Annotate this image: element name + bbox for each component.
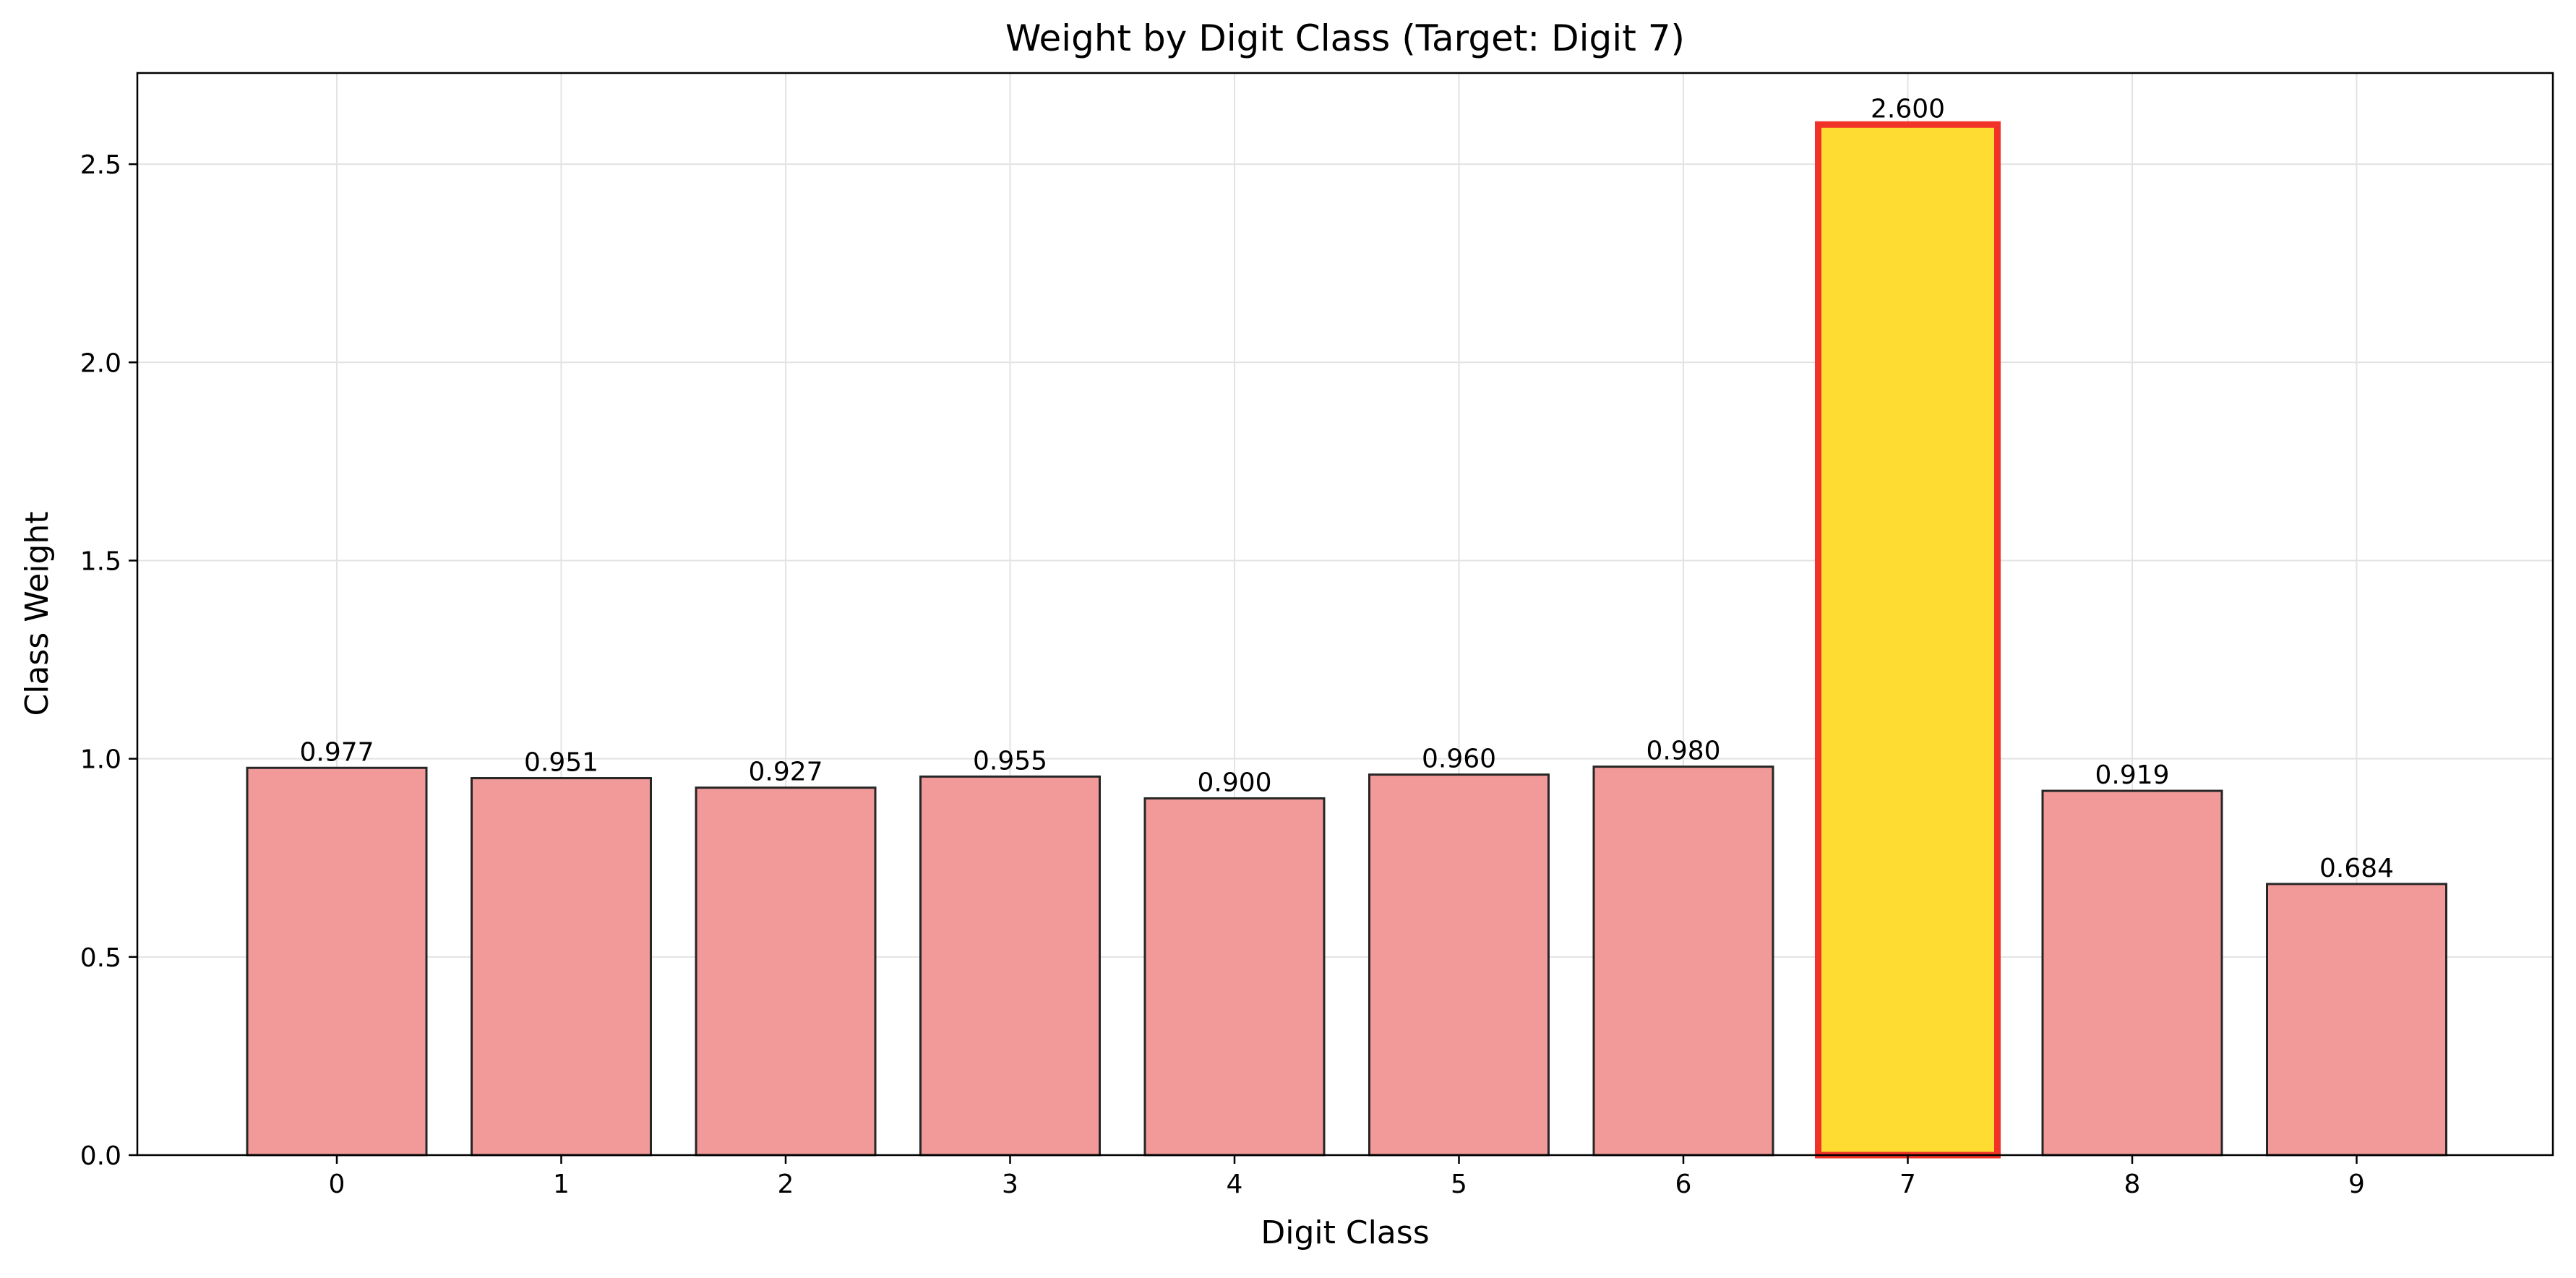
bar-digit-3 <box>919 775 1101 1157</box>
x-tick-label: 8 <box>2124 1170 2141 1199</box>
bar-digit-8 <box>2041 789 2223 1157</box>
y-tick-label: 1.5 <box>80 546 121 576</box>
bar-digit-1 <box>471 777 652 1157</box>
bar-digit-9 <box>2266 883 2447 1157</box>
bar-value-labels: 0.977 0.951 0.927 0.955 0.900 0.960 0.980 2.600… <box>299 94 2394 883</box>
bar-digit-0 <box>246 766 428 1157</box>
x-axis-label: Digit Class <box>1261 1214 1429 1251</box>
x-tick-label: 4 <box>1227 1170 1243 1199</box>
chart-title: Weight by Digit Class (Target: Digit 7) <box>1005 17 1685 59</box>
y-axis-label: Class Weight <box>19 511 56 716</box>
x-axis-ticks: 0 1 2 3 4 5 6 7 8 9 <box>329 1155 2365 1199</box>
y-tick-label: 2.5 <box>80 150 121 180</box>
y-tick-label: 2.0 <box>80 348 121 378</box>
x-tick-label: 6 <box>1675 1170 1692 1199</box>
bar-value-label: 2.600 <box>1871 94 1945 124</box>
bar-value-label: 0.900 <box>1197 768 1271 797</box>
bar-value-label: 0.927 <box>748 758 823 787</box>
x-tick-label: 3 <box>1002 1170 1018 1199</box>
plot-frame <box>136 72 2554 1157</box>
y-tick-label: 0.0 <box>80 1141 121 1171</box>
bar-value-label: 0.951 <box>524 748 598 778</box>
bars <box>246 121 2447 1159</box>
bar-digit-5 <box>1368 773 1550 1157</box>
bar-value-label: 0.684 <box>2319 854 2394 883</box>
y-axis-ticks: 0.0 0.5 1.0 1.5 2.0 2.5 <box>80 150 137 1171</box>
x-tick-label: 7 <box>1899 1170 1916 1199</box>
x-tick-label: 5 <box>1451 1170 1467 1199</box>
bar-value-label: 0.919 <box>2095 760 2169 790</box>
bar-value-label: 0.955 <box>973 746 1047 776</box>
y-tick-label: 0.5 <box>80 943 121 973</box>
bar-value-label: 0.980 <box>1646 737 1720 766</box>
x-tick-label: 2 <box>778 1170 794 1199</box>
x-tick-label: 9 <box>2348 1170 2365 1199</box>
bar-value-label: 0.977 <box>299 737 374 767</box>
bar-value-label: 0.960 <box>1422 745 1496 774</box>
bar-digit-2 <box>695 786 877 1157</box>
x-tick-label: 0 <box>329 1170 345 1199</box>
x-tick-label: 1 <box>553 1170 570 1199</box>
bar-digit-7-highlighted <box>1815 121 2001 1159</box>
bar-digit-4 <box>1143 797 1326 1157</box>
y-tick-label: 1.0 <box>80 745 121 775</box>
bar-digit-6 <box>1592 765 1774 1157</box>
